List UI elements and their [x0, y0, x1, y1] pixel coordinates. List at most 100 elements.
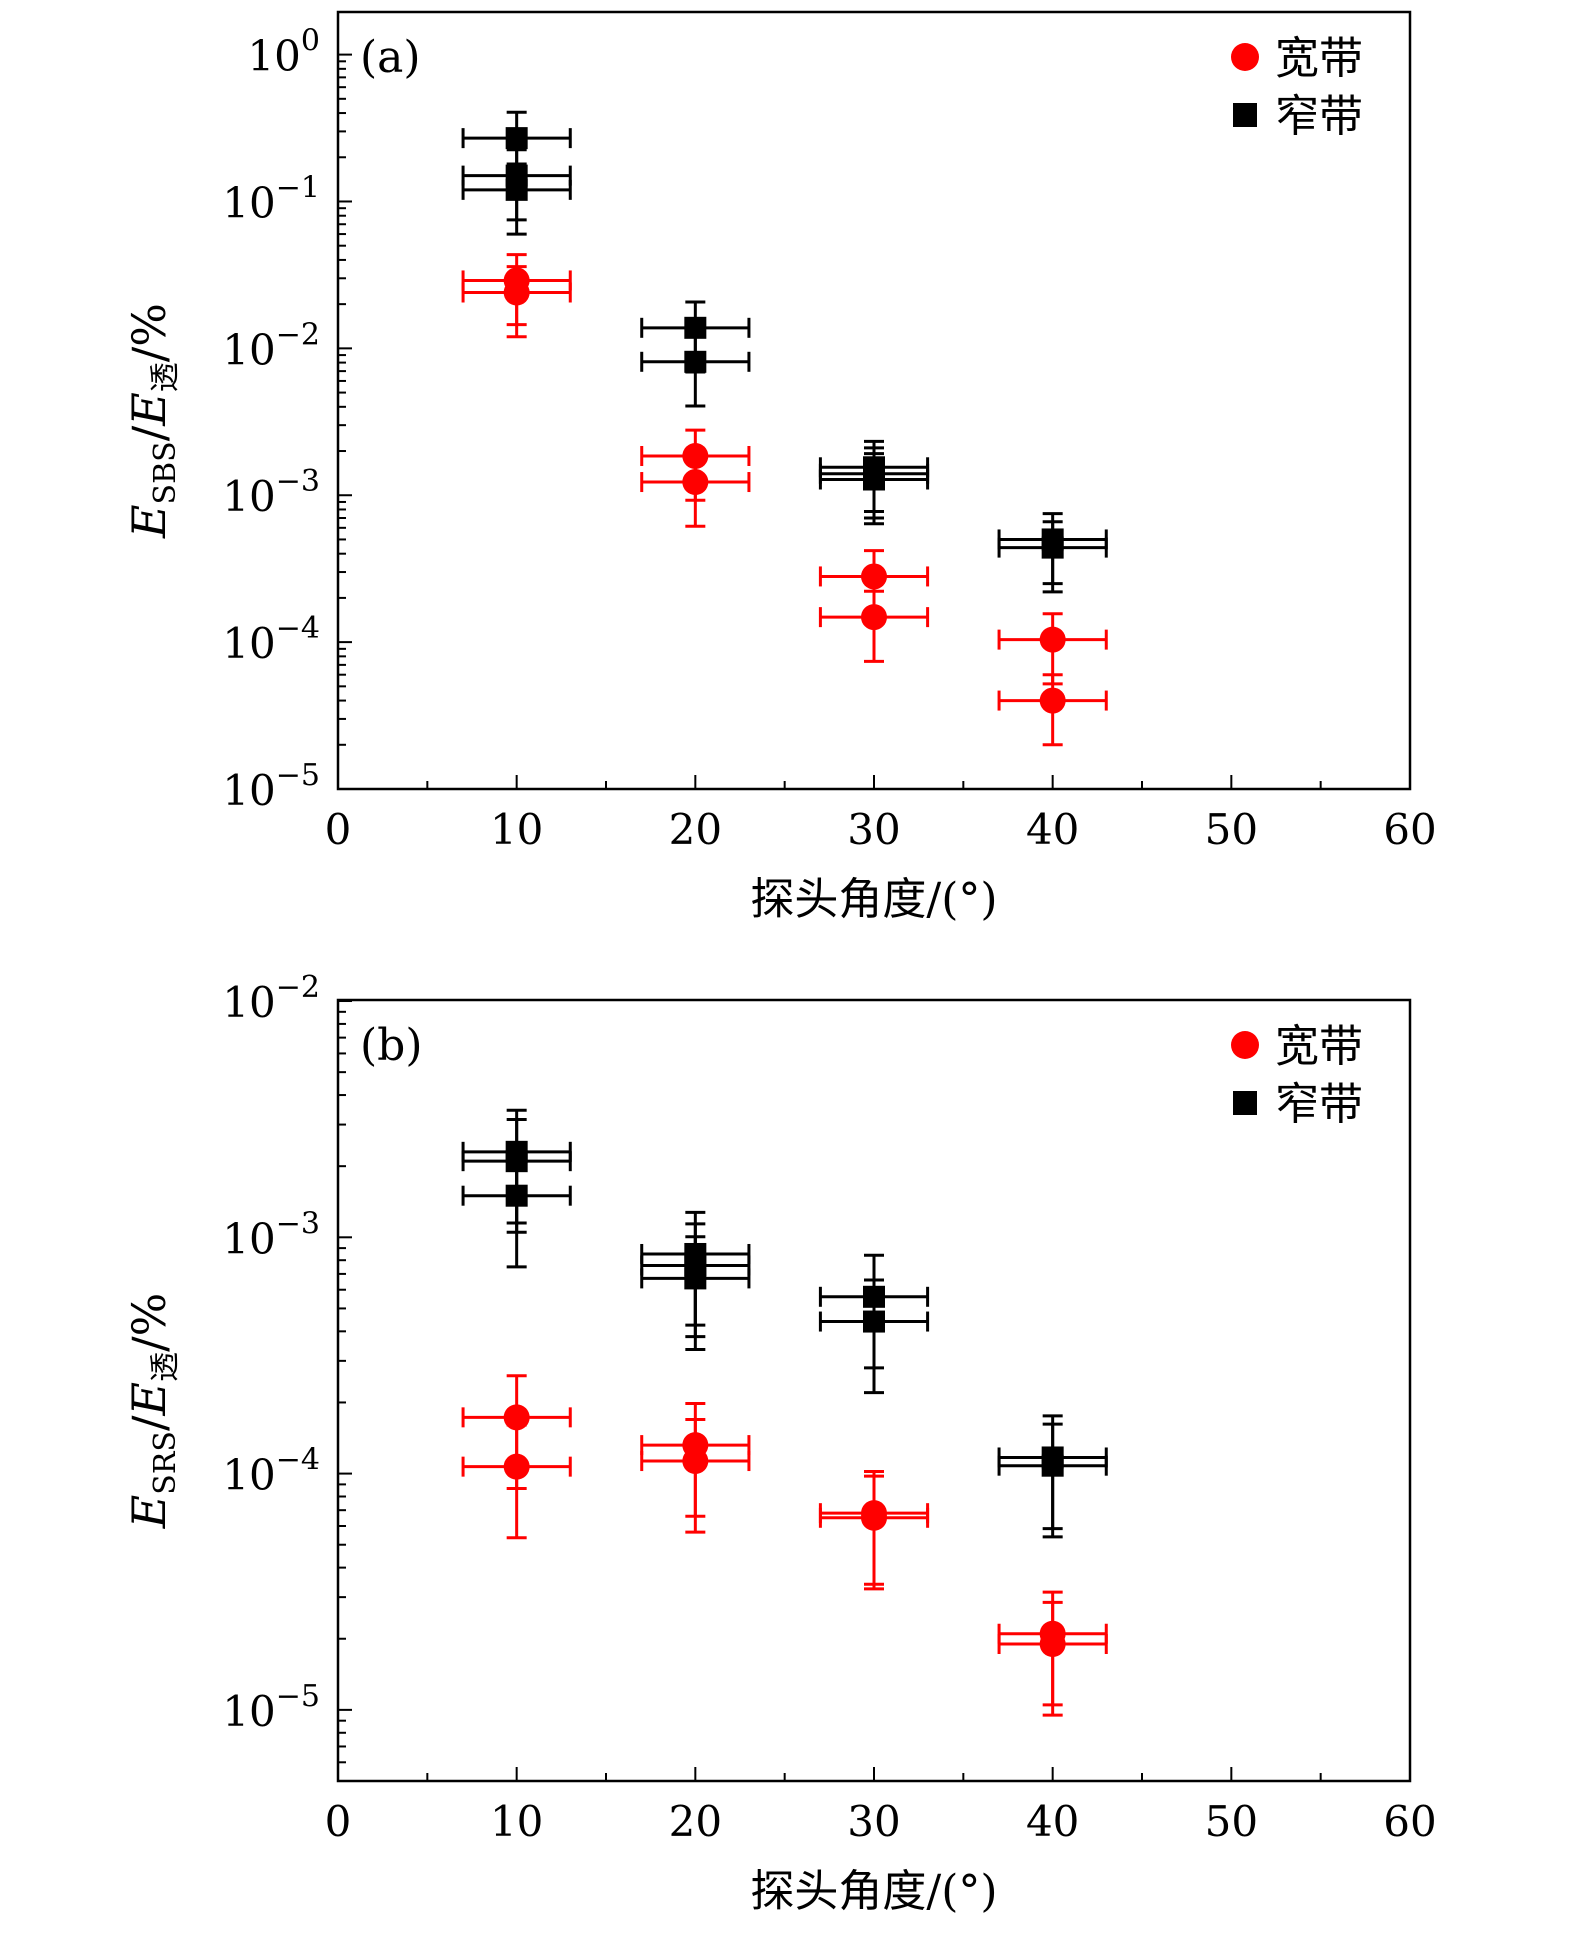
y-tick-exponent: −2: [276, 970, 320, 1005]
y-tick-base: 10: [222, 978, 275, 1027]
y-tick-label: 10−5: [222, 1679, 320, 1736]
legend-label-broadband: 宽带: [1275, 33, 1363, 84]
y-label-e: E: [122, 504, 176, 539]
legend-label-narrowband: 窄带: [1275, 1079, 1363, 1130]
y-tick-base: 10: [222, 178, 275, 227]
y-label-e2: E: [122, 1382, 176, 1417]
y-label-tail: /%: [122, 1293, 176, 1352]
data-point: [640, 334, 751, 408]
data-point: [640, 1417, 751, 1534]
y-tick-label: 10−3: [222, 464, 320, 521]
y-tick-label: 10−5: [222, 758, 320, 815]
x-tick-label: 50: [1205, 805, 1258, 854]
circle-marker: [861, 563, 887, 590]
data-point: [818, 1474, 930, 1591]
x-tick-label: 10: [490, 1797, 543, 1846]
y-tick-base: 10: [222, 766, 275, 815]
y-tick-exponent: −3: [276, 1206, 320, 1241]
square-marker: [505, 178, 528, 201]
square-marker: [684, 1267, 707, 1290]
x-axis-label: 探头角度/(°): [750, 874, 997, 925]
y-tick-base: 10: [247, 32, 300, 81]
circle-marker: [503, 279, 530, 306]
circle-marker: [503, 1453, 530, 1480]
x-tick-label: 20: [669, 805, 722, 854]
panel-label: (b): [360, 1020, 423, 1071]
legend-circle-marker: [1231, 1031, 1259, 1059]
x-tick-label: 40: [1026, 1797, 1079, 1846]
data-point: [997, 1600, 1108, 1717]
y-tick-exponent: −5: [276, 758, 320, 793]
square-marker: [505, 1184, 528, 1207]
data-point: [818, 1278, 930, 1395]
y-tick-base: 10: [222, 1451, 275, 1500]
circle-marker: [682, 1448, 709, 1475]
circle-marker: [1039, 626, 1066, 653]
y-label-e: E: [122, 1495, 176, 1530]
square-marker: [684, 350, 707, 373]
y-tick-exponent: −3: [276, 464, 320, 499]
y-label-slash: /: [122, 1415, 176, 1431]
x-tick-label: 60: [1383, 1797, 1436, 1846]
square-marker: [1041, 1454, 1064, 1477]
circle-marker: [1039, 687, 1066, 714]
legend-circle-marker: [1231, 43, 1259, 71]
y-tick-base: 10: [222, 472, 275, 521]
x-tick-label: 10: [490, 805, 543, 854]
legend-square-marker: [1233, 1091, 1257, 1115]
data-point: [818, 589, 930, 663]
data-point: [640, 454, 751, 528]
square-marker: [1041, 536, 1064, 559]
x-axis-label: 探头角度/(°): [750, 1866, 997, 1917]
data-point: [461, 265, 572, 339]
data-point: [997, 1422, 1108, 1539]
y-tick-exponent: −2: [276, 317, 320, 352]
y-label-tail: /%: [122, 303, 176, 362]
x-tick-label: 30: [847, 1797, 900, 1846]
circle-marker: [682, 469, 709, 496]
y-label-sub2: 透: [148, 1352, 183, 1382]
plot-frame: [336, 10, 1412, 791]
square-marker: [863, 1310, 885, 1333]
data-point: [997, 520, 1108, 594]
square-marker: [684, 316, 707, 339]
y-tick-label: 10−4: [222, 611, 320, 668]
y-tick-label: 10−2: [222, 317, 320, 374]
data-point: [997, 612, 1108, 686]
panel-label: (a): [360, 32, 421, 83]
y-tick-exponent: −4: [276, 611, 320, 646]
y-tick-exponent: −5: [276, 1679, 320, 1714]
data-point: [461, 1152, 572, 1269]
x-tick-label: 20: [669, 1797, 722, 1846]
y-tick-label: 10−4: [222, 1443, 320, 1500]
y-tick-exponent: −4: [276, 1443, 320, 1478]
data-point: [461, 162, 572, 236]
x-tick-label: 60: [1383, 805, 1436, 854]
y-tick-label: 10−2: [222, 970, 320, 1027]
y-label-sub2: 透: [148, 362, 183, 392]
legend-square-marker: [1233, 103, 1257, 127]
y-tick-base: 10: [222, 325, 275, 374]
chart-panel-b: 0 10 20 30 40 50 6010−210−310−410−5(b)探头角度/(°)…: [122, 970, 1437, 1917]
y-tick-label: 10−1: [222, 170, 320, 227]
data-point: [640, 1235, 751, 1352]
y-tick-base: 10: [222, 1214, 275, 1263]
y-axis-label: ESRS/E透/%: [122, 1293, 183, 1530]
data-point: [461, 1423, 572, 1540]
y-label-sub: SRS: [148, 1431, 183, 1495]
y-tick-label: 10−3: [222, 1206, 320, 1263]
y-axis-label: ESBS/E透/%: [122, 303, 183, 539]
y-tick-base: 10: [222, 619, 275, 668]
circle-marker: [1039, 1631, 1066, 1658]
y-tick-exponent: 0: [301, 24, 320, 59]
square-marker: [505, 127, 528, 150]
y-label-sub: SBS: [148, 441, 183, 504]
circle-marker: [861, 1504, 887, 1531]
y-label-e2: E: [122, 392, 176, 427]
legend-label-narrowband: 窄带: [1275, 91, 1363, 142]
x-tick-label: 0: [325, 1797, 352, 1846]
x-tick-label: 30: [847, 805, 900, 854]
x-tick-label: 0: [325, 805, 352, 854]
square-marker: [863, 468, 885, 491]
